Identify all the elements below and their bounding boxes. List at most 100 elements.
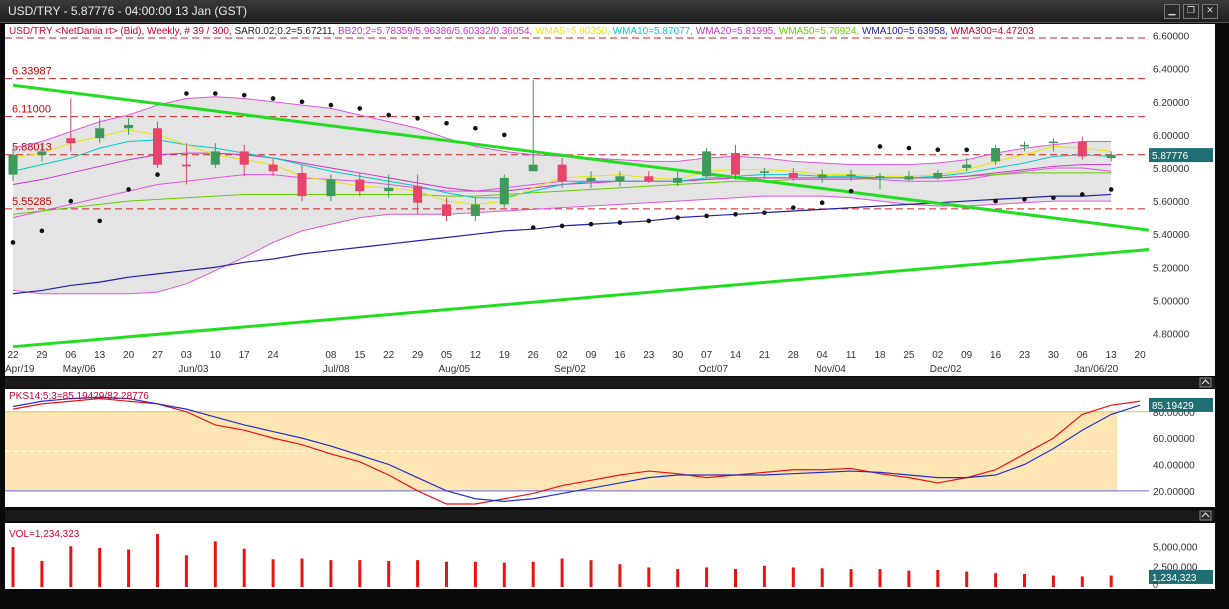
candle-body [817,174,827,178]
level-label: 6.11000 [12,104,51,116]
volume-bar [849,569,853,587]
volume-bar [762,565,766,587]
sar-dot [241,92,247,98]
sar-dot [530,225,536,230]
sar-dot [733,212,738,217]
x-day-label: 11 [846,350,857,361]
panel-resize-handle-2[interactable] [5,510,1215,521]
volume-last-label: 1,234,323 [1152,573,1197,584]
x-day-label: 30 [1048,350,1060,361]
x-day-label: 23 [1019,350,1031,361]
x-month-label: Jan/06/20 [1074,364,1118,375]
x-day-label: 21 [759,350,771,361]
candle-body [991,148,1001,162]
sar-dot [819,200,825,206]
panel-resize-handle-1[interactable] [5,377,1215,388]
price-legend: USD/TRY <NetDania rt> (Bid), Weekly, # 3… [9,26,1034,37]
volume-bar [705,567,709,587]
restore-icon[interactable]: ❐ [1183,4,1199,19]
x-month-label: Apr/19 [5,364,35,375]
volume-bar [878,569,882,587]
sar-dot [386,112,392,118]
candle-body [1077,141,1087,157]
x-day-label: 30 [672,350,684,361]
volume-bar [1023,573,1026,587]
sar-dot [328,102,334,108]
x-day-label: 14 [730,350,742,361]
legend-item: BB20;2=5.78359/5.96386/5.60332/0.36054, [338,26,535,37]
volume-tick-label: 5,000,000 [1153,542,1198,553]
close-icon[interactable]: ✕ [1202,4,1218,19]
candle-body [210,151,220,165]
candle-body [1020,144,1029,147]
x-day-label: 27 [152,350,164,361]
volume-bar [213,541,217,587]
x-day-label: 09 [585,350,597,361]
volume-bar [184,555,188,587]
chevron-up-icon[interactable] [1201,379,1210,385]
volume-bar [473,561,477,587]
legend-item: WMA300=4.47203 [951,26,1035,37]
x-month-label: Nov/04 [814,364,846,375]
x-day-label: 07 [701,350,713,361]
candle-body [904,176,914,180]
x-day-label: 08 [325,350,337,361]
x-day-label: 04 [817,350,829,361]
x-day-label: 09 [961,350,973,361]
sar-dot [1080,192,1085,197]
window-titlebar[interactable]: USD/TRY - 5.87776 - 04:00:00 13 Jan (GST… [0,0,1229,23]
x-day-label: 25 [903,350,915,361]
sar-dot [473,125,478,131]
x-day-label: 15 [354,350,366,361]
legend-item: WMA5=5.90350, [535,26,613,37]
sar-dot [762,210,767,215]
stoch-tick-label: 80.00000 [1153,408,1195,419]
stoch-line [12,397,1141,505]
x-month-label: Jun/03 [178,364,208,375]
bb-lower-line [12,195,1112,295]
sar-dot [964,147,969,153]
price-tick-label: 4.80000 [1153,329,1190,340]
volume-bar [445,561,448,587]
time-axis [5,350,1149,376]
sar-dot [184,91,189,96]
sar-dot [791,205,796,210]
volume-panel[interactable] [5,523,1149,589]
volume-bar [1080,576,1084,587]
x-month-label: Jul/08 [323,364,350,375]
sar-dot [906,145,912,151]
candle-body [1048,141,1058,144]
price-axis [1149,24,1215,376]
stoch-tick-label: 40.00000 [1153,460,1195,471]
volume-bar [907,570,911,587]
x-day-label: 10 [210,350,222,361]
candle-body [528,164,538,172]
x-day-label: 05 [441,350,453,361]
sar-dot [848,188,854,194]
volume-legend: VOL=1,234,323 [9,529,80,540]
level-label: 5.55285 [12,196,52,208]
candle-body [355,179,365,192]
candle-body [702,151,712,177]
sar-dot [559,223,565,229]
volume-bar [994,573,998,587]
x-day-label: 06 [65,350,77,361]
sar-dot [357,106,363,111]
sar-dot [617,220,623,225]
sar-dot [1051,195,1056,201]
x-month-label: Dec/02 [930,364,962,375]
volume-bar [618,564,622,587]
x-day-label: 12 [470,350,482,361]
sar-dot [646,218,652,224]
x-day-label: 19 [499,350,511,361]
chevron-up-icon[interactable] [1201,512,1210,518]
legend-item: SAR0.02;0.2=5.67211, [234,26,338,37]
candle-body [875,176,885,178]
sar-dot [415,116,420,121]
x-day-label: 02 [932,350,944,361]
minimize-icon[interactable]: ▁ [1164,4,1180,19]
volume-bar [965,571,969,587]
volume-bar [531,561,535,587]
